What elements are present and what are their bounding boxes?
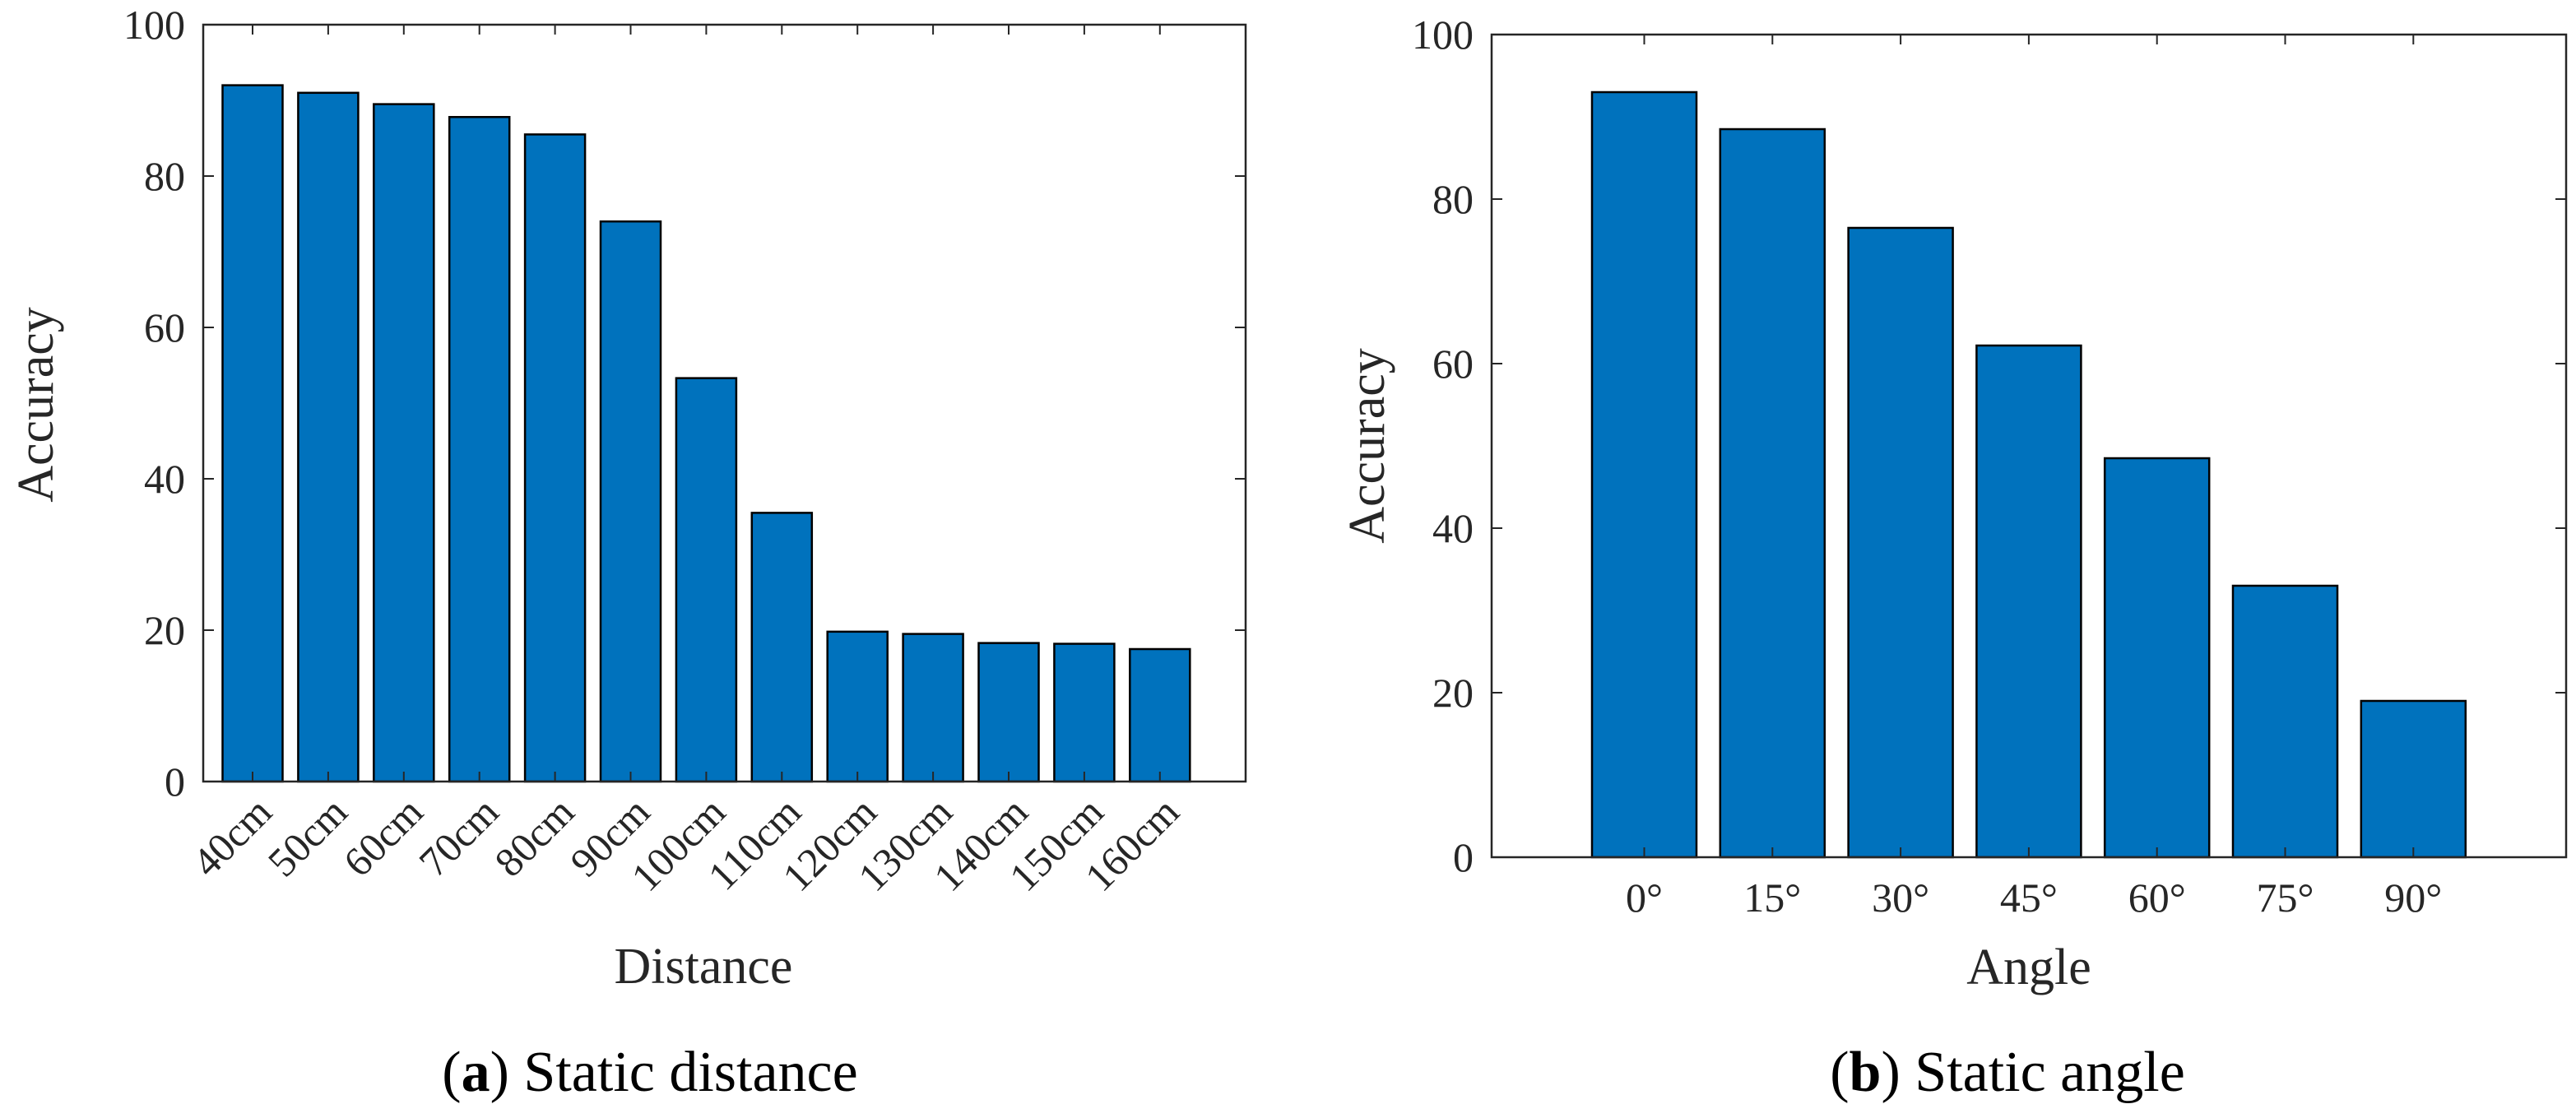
- y-axis-title-angle: Accuracy: [1339, 348, 1395, 544]
- y-ticks-distance: 0 20 40 60 80 100: [123, 2, 1246, 805]
- bar-angle-2: [1847, 226, 1954, 859]
- x-axis-title-distance: Distance: [615, 939, 793, 995]
- y-tick-label-distance-5: 100: [123, 2, 185, 48]
- bar-distance-5: [599, 220, 662, 783]
- plot-frame-distance: [202, 23, 1247, 783]
- x-tick-label-angle-1: 15°: [1743, 874, 1801, 921]
- y-tick-label-angle-4: 80: [1432, 176, 1474, 222]
- bar-angle-6: [2360, 699, 2467, 859]
- y-tick-label-distance-4: 80: [144, 153, 185, 199]
- bar-angle-1: [1719, 128, 1826, 859]
- bar-distance-3: [448, 115, 511, 783]
- bar-angle-4: [2103, 457, 2211, 859]
- y-tick-label-angle-3: 60: [1432, 341, 1474, 387]
- y-tick-label-angle-5: 100: [1412, 12, 1474, 58]
- bar-distance-2: [373, 103, 435, 783]
- y-tick-label-angle-2: 40: [1432, 505, 1474, 551]
- plot-frame-angle: [1490, 33, 2568, 859]
- bar-distance-10: [977, 642, 1040, 783]
- bar-distance-12: [1129, 647, 1191, 783]
- y-tick-label-distance-1: 20: [144, 607, 185, 653]
- x-tick-label-angle-6: 90°: [2384, 874, 2442, 921]
- caption-static-distance: (a) Static distance: [442, 1041, 857, 1104]
- bar-distance-6: [675, 377, 738, 783]
- x-tick-label-angle-3: 45°: [2000, 874, 2058, 921]
- bar-distance-4: [523, 133, 587, 783]
- bar-distance-9: [902, 633, 964, 783]
- x-axis-title-angle: Angle: [1966, 939, 2091, 995]
- x-tick-label-angle-2: 30°: [1872, 874, 1929, 921]
- bars-angle: [1590, 90, 2467, 859]
- y-ticks-angle: 0 20 40 60 80 100: [1412, 12, 2566, 880]
- caption-letter-b: b: [1850, 1041, 1882, 1104]
- bar-angle-5: [2231, 584, 2339, 859]
- caption-static-angle: (b) Static angle: [1830, 1041, 2185, 1104]
- caption-letter-a: a: [462, 1041, 490, 1104]
- bar-angle-3: [1975, 344, 2082, 859]
- x-tick-label-angle-4: 60°: [2128, 874, 2186, 921]
- bar-distance-0: [221, 84, 284, 783]
- y-tick-label-distance-3: 60: [144, 304, 185, 350]
- x-tick-label-angle-5: 75°: [2257, 874, 2314, 921]
- bar-distance-8: [826, 630, 889, 783]
- bar-distance-7: [750, 512, 814, 783]
- bar-distance-1: [297, 91, 360, 783]
- y-tick-label-angle-1: 20: [1432, 670, 1474, 716]
- bars-distance: [221, 84, 1191, 783]
- y-tick-label-angle-0: 0: [1453, 834, 1474, 880]
- caption-text-a: Static distance: [523, 1041, 857, 1104]
- y-tick-label-distance-0: 0: [165, 758, 185, 805]
- y-axis-title-distance: Accuracy: [8, 307, 64, 503]
- bar-angle-0: [1590, 90, 1698, 859]
- x-tick-label-angle-0: 0°: [1626, 874, 1663, 921]
- bar-distance-11: [1053, 643, 1116, 783]
- x-ticks-angle: 0° 15° 30° 45° 60° 75° 90°: [1626, 35, 2442, 921]
- y-tick-label-distance-2: 40: [144, 456, 185, 502]
- caption-text-b: Static angle: [1915, 1041, 2185, 1104]
